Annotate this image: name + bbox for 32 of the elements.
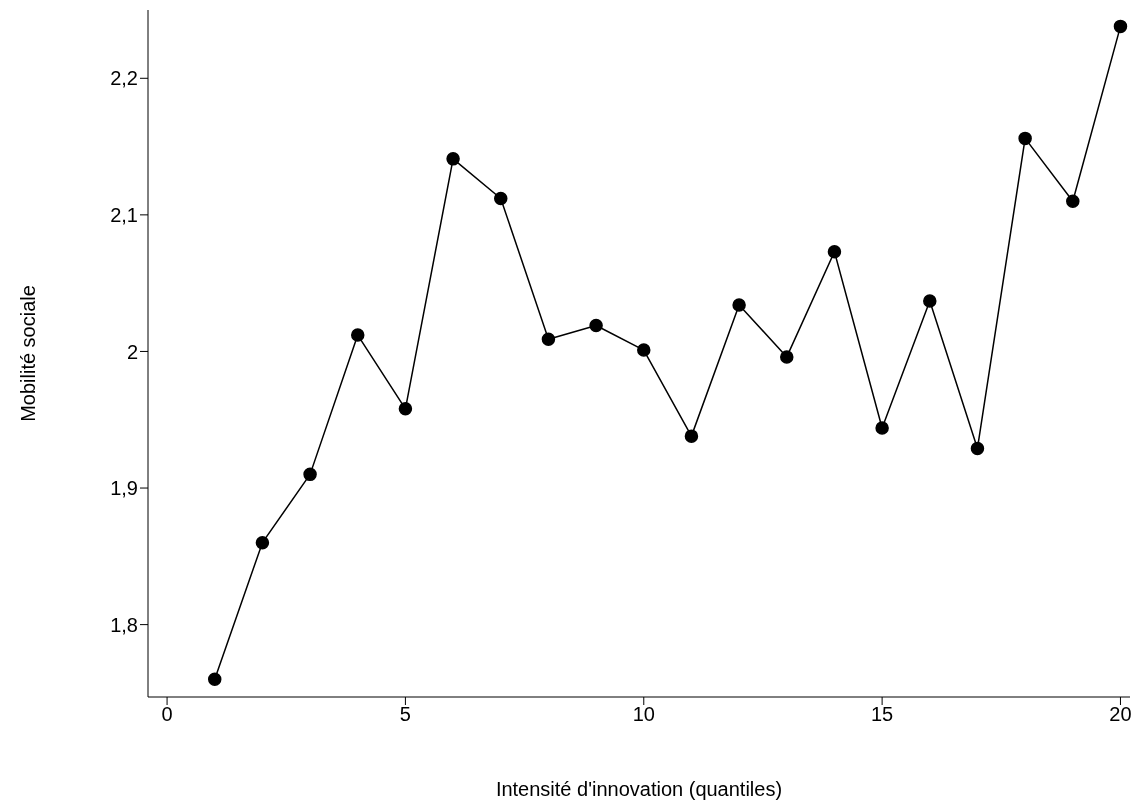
x-tick-label: 20 bbox=[1109, 703, 1132, 726]
point bbox=[875, 421, 889, 435]
point bbox=[732, 298, 746, 312]
y-axis-title: Mobilité sociale bbox=[17, 285, 40, 422]
point bbox=[637, 343, 651, 357]
x-axis-title: Intensité d'innovation (quantiles) bbox=[495, 778, 783, 800]
point bbox=[970, 441, 985, 456]
point bbox=[1018, 131, 1032, 146]
y-tick-label: 2,2 bbox=[110, 67, 138, 90]
point bbox=[1113, 19, 1128, 34]
point bbox=[541, 332, 556, 346]
point bbox=[207, 672, 222, 686]
x-tick-label: 15 bbox=[870, 703, 894, 726]
y-tick-label: 2 bbox=[126, 340, 138, 363]
y-tick-label: 2,1 bbox=[110, 203, 138, 226]
point bbox=[923, 294, 937, 308]
point bbox=[351, 328, 365, 342]
y-tick-label: 1,9 bbox=[110, 477, 138, 500]
y-tick-label: 1,8 bbox=[110, 613, 138, 636]
point bbox=[589, 318, 603, 333]
point bbox=[1066, 194, 1080, 208]
point bbox=[446, 152, 460, 166]
point bbox=[398, 402, 413, 416]
point bbox=[494, 191, 508, 206]
point bbox=[255, 535, 270, 550]
point bbox=[827, 245, 842, 259]
x-tick-label: 10 bbox=[632, 703, 655, 726]
x-tick-label: 0 bbox=[161, 703, 173, 726]
point bbox=[684, 429, 699, 443]
point bbox=[780, 350, 794, 364]
point bbox=[303, 467, 317, 482]
x-tick-label: 5 bbox=[399, 703, 411, 726]
